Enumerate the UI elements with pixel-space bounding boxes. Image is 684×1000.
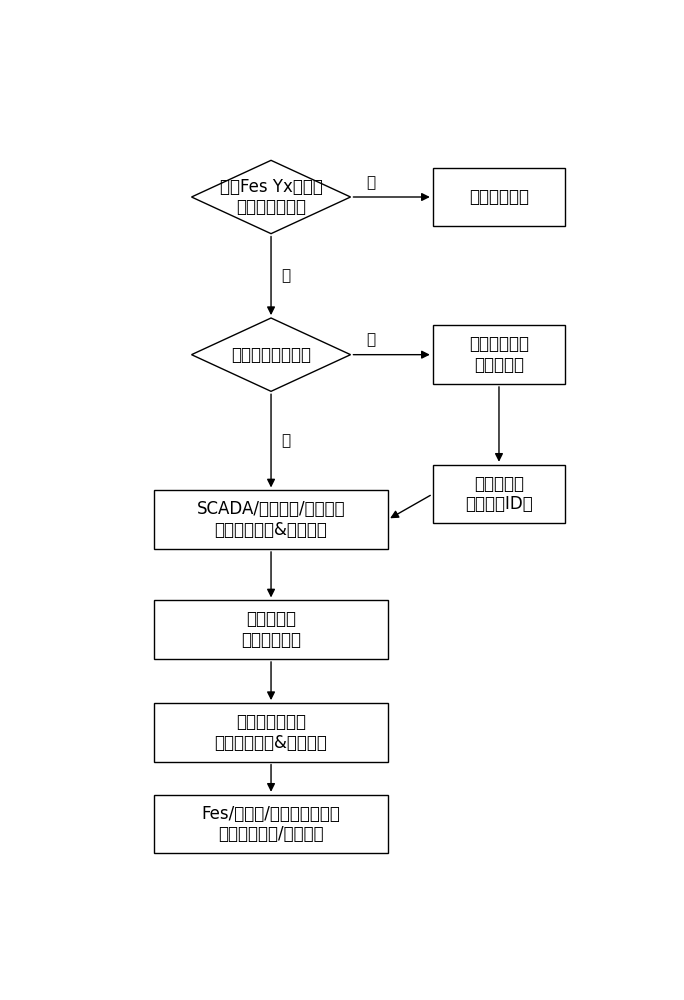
Polygon shape [192, 160, 350, 234]
Text: 查看Fes Yx定义表
该站是否改造过: 查看Fes Yx定义表 该站是否改造过 [220, 178, 322, 216]
Text: 配网开关刀闸表
变更开关名称&所属馈线: 配网开关刀闸表 变更开关名称&所属馈线 [215, 713, 328, 752]
Bar [433, 168, 565, 226]
Bar [155, 600, 388, 659]
Text: 是: 是 [367, 332, 376, 347]
Text: 保护节点表
变更厂站ID号: 保护节点表 变更厂站ID号 [465, 475, 533, 513]
Polygon shape [192, 318, 350, 391]
Bar [433, 465, 565, 523]
Text: 是: 是 [282, 268, 291, 283]
Text: 否: 否 [282, 433, 291, 448]
Text: 否: 否 [367, 175, 376, 190]
Text: 保护节点表删
除冗余信息: 保护节点表删 除冗余信息 [469, 335, 529, 374]
Text: Fes/通道表/配网通讯终端表
变更通道名称/终端名称: Fes/通道表/配网通讯终端表 变更通道名称/终端名称 [202, 805, 341, 843]
Bar [155, 703, 388, 762]
Bar [155, 490, 388, 549]
Text: SCADA/站外设备/开关站表
变更组合设备&所属馈线: SCADA/站外设备/开关站表 变更组合设备&所属馈线 [197, 500, 345, 539]
Bar [155, 795, 388, 853]
Text: 无需数据维护: 无需数据维护 [469, 188, 529, 206]
Text: 是否曾有所属子站: 是否曾有所属子站 [231, 346, 311, 364]
Text: 保护节点表
变更保护名称: 保护节点表 变更保护名称 [241, 610, 301, 649]
Bar [433, 325, 565, 384]
